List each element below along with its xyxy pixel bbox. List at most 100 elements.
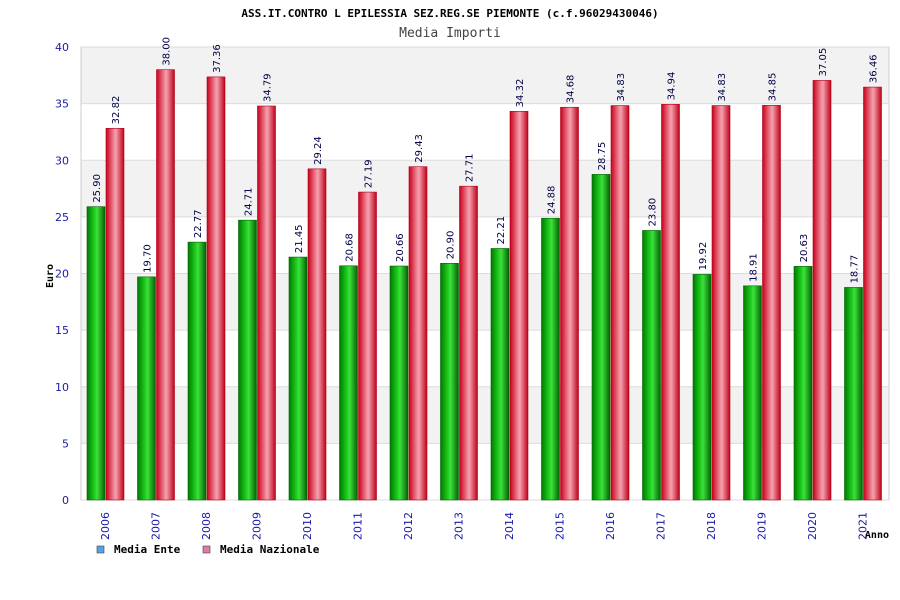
x-tick-label: 2011: [352, 512, 365, 540]
data-label: 34.32: [515, 79, 526, 108]
data-label: 20.68: [345, 233, 356, 262]
y-tick-label: 10: [55, 381, 69, 394]
bar-media-nazionale-2017: [661, 104, 680, 501]
legend-swatch-media-nazionale: [202, 545, 211, 554]
x-tick-label: 2006: [99, 512, 112, 540]
data-label: 37.05: [818, 48, 829, 77]
data-label: 22.77: [193, 209, 204, 238]
data-label: 18.77: [850, 255, 861, 284]
bar-media-nazionale-2016: [610, 105, 630, 501]
bar-media-ente-2009: [238, 219, 257, 501]
x-axis-label: Anno: [865, 530, 889, 541]
data-label: 34.83: [717, 73, 728, 102]
bar-media-nazionale-2021: [863, 86, 882, 501]
data-label: 34.83: [616, 73, 627, 102]
bar-media-ente-2020: [793, 266, 813, 501]
bar-media-ente-2018: [692, 274, 712, 501]
data-label: 28.75: [597, 142, 608, 171]
data-label: 32.82: [111, 96, 122, 125]
y-axis: 0 5 10 15 20 25 30 35 40: [55, 41, 69, 507]
x-tick-label: 2017: [655, 512, 668, 540]
data-labels: 25.90 32.82 19.70 38.00 22.77 37.36 24.71 34.79…: [92, 37, 880, 283]
x-tick-label: 2013: [453, 512, 466, 540]
y-tick-label: 15: [55, 324, 69, 337]
bar-media-ente-2021: [844, 287, 863, 501]
data-label: 21.45: [294, 224, 305, 253]
bar-media-nazionale-2018: [711, 105, 731, 501]
y-tick-label: 20: [55, 268, 69, 281]
x-tick-label: 2021: [857, 512, 870, 540]
x-tick-label: 2019: [756, 512, 769, 540]
bar-media-ente-2014: [490, 248, 510, 501]
data-label: 29.43: [414, 134, 425, 163]
bar-media-nazionale-2014: [509, 111, 529, 501]
x-tick-label: 2018: [705, 512, 718, 540]
y-tick-label: 25: [55, 211, 69, 224]
data-label: 36.46: [869, 54, 880, 83]
bar-media-ente-2008: [187, 241, 207, 501]
legend-label-media-nazionale: Media Nazionale: [220, 543, 320, 556]
x-tick-label: 2007: [150, 512, 163, 540]
x-tick-label: 2020: [806, 512, 819, 540]
data-label: 27.71: [465, 154, 476, 183]
legend-label-media-ente: Media Ente: [114, 543, 181, 556]
bar-media-ente-2016: [591, 174, 611, 501]
bar-media-nazionale-2009: [257, 105, 276, 501]
y-tick-label: 30: [55, 154, 69, 167]
data-label: 20.66: [395, 233, 406, 262]
bar-media-nazionale-2010: [307, 168, 327, 501]
data-label: 20.90: [446, 231, 457, 260]
bar-media-nazionale-2020: [812, 80, 832, 501]
bar-media-nazionale-2019: [762, 105, 781, 501]
bar-media-ente-2010: [288, 256, 308, 501]
data-label: 34.68: [566, 75, 577, 104]
x-tick-label: 2015: [554, 512, 567, 540]
data-label: 38.00: [162, 37, 173, 66]
bar-media-nazionale-2008: [206, 76, 226, 501]
data-label: 37.36: [212, 44, 223, 73]
y-tick-label: 40: [55, 41, 69, 54]
bar-media-nazionale-2012: [408, 166, 428, 501]
bar-media-ente-2012: [389, 265, 409, 501]
bar-media-ente-2017: [642, 230, 661, 501]
data-label: 22.21: [496, 216, 507, 245]
data-label: 34.79: [263, 73, 274, 102]
data-label: 24.88: [547, 186, 558, 215]
bar-media-ente-2011: [339, 265, 358, 501]
x-tick-label: 2009: [251, 512, 264, 540]
bar-media-ente-2007: [137, 276, 156, 501]
x-tick-label: 2016: [604, 512, 617, 540]
chart-subtitle: Media Importi: [399, 26, 501, 41]
y-tick-label: 35: [55, 98, 69, 111]
bar-media-nazionale-2006: [105, 128, 125, 501]
bar-media-nazionale-2011: [358, 191, 377, 501]
data-label: 23.80: [648, 198, 659, 227]
bar-media-ente-2019: [743, 285, 762, 501]
x-tick-label: 2014: [503, 512, 516, 540]
data-label: 25.90: [92, 174, 103, 203]
legend-swatch-media-ente: [96, 545, 105, 554]
x-axis: 2006 2007 2008 2009 2010 2011 2012 2013 2014 2015…: [99, 512, 870, 540]
x-tick-label: 2008: [200, 512, 213, 540]
x-tick-label: 2010: [301, 512, 314, 540]
data-label: 24.71: [244, 188, 255, 217]
bar-media-ente-2015: [541, 217, 560, 501]
bar-media-nazionale-2007: [156, 69, 175, 501]
bars: [86, 69, 882, 501]
data-label: 18.91: [749, 253, 760, 282]
data-label: 34.85: [768, 73, 779, 102]
data-label: 19.92: [698, 242, 709, 271]
data-label: 34.94: [667, 72, 678, 101]
data-label: 20.63: [799, 234, 810, 263]
data-label: 29.24: [313, 136, 324, 165]
x-tick-label: 2012: [402, 512, 415, 540]
y-axis-label: Euro: [45, 264, 56, 288]
chart-title: ASS.IT.CONTRO L EPILESSIA SEZ.REG.SE PIE…: [241, 7, 658, 20]
bar-media-ente-2006: [86, 206, 106, 501]
data-label: 27.19: [364, 159, 375, 188]
bar-media-nazionale-2013: [459, 185, 478, 501]
bar-media-nazionale-2015: [560, 106, 579, 501]
y-tick-label: 5: [62, 437, 69, 450]
bar-media-ente-2013: [440, 263, 459, 501]
